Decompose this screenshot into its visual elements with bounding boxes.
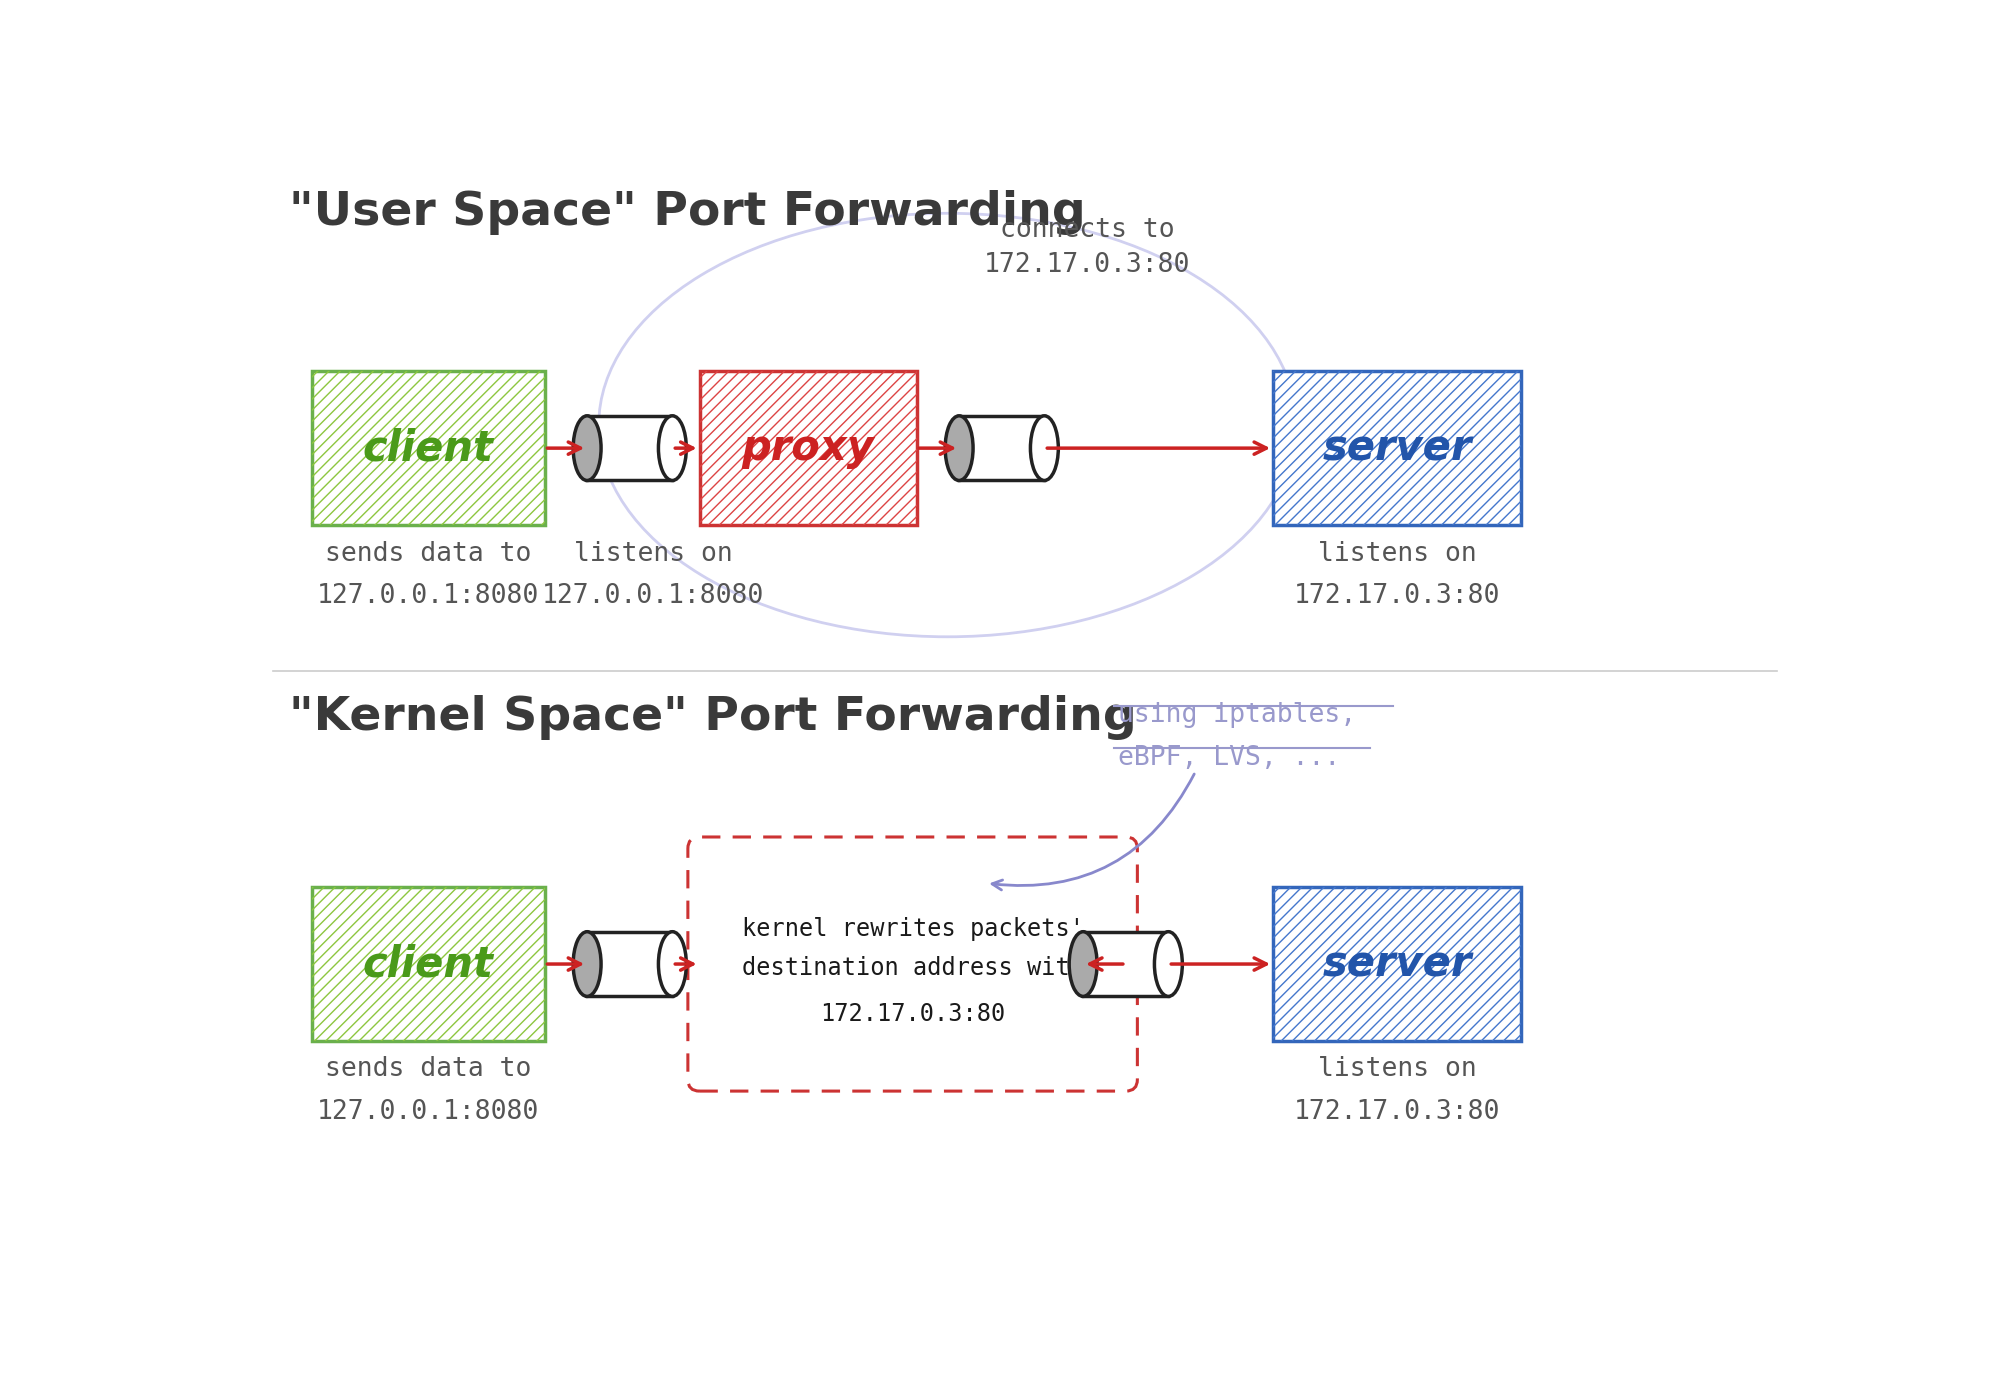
Polygon shape (588, 931, 672, 997)
Text: "Kernel Space" Port Forwarding: "Kernel Space" Port Forwarding (288, 694, 1136, 740)
Ellipse shape (1030, 416, 1058, 481)
Polygon shape (1084, 931, 1168, 997)
Text: eBPF, LVS, ...: eBPF, LVS, ... (1118, 744, 1340, 771)
Text: connects to: connects to (1000, 218, 1174, 243)
Text: listens on: listens on (1318, 1056, 1476, 1082)
FancyBboxPatch shape (1274, 887, 1522, 1041)
Text: 172.17.0.3:80: 172.17.0.3:80 (820, 1002, 1006, 1026)
Text: proxy: proxy (742, 427, 874, 468)
Ellipse shape (574, 931, 602, 997)
Text: 172.17.0.3:80: 172.17.0.3:80 (984, 252, 1190, 277)
Ellipse shape (574, 416, 602, 481)
FancyBboxPatch shape (700, 371, 916, 525)
Ellipse shape (946, 416, 974, 481)
Text: server: server (1322, 942, 1472, 985)
Text: server: server (1322, 427, 1472, 468)
FancyBboxPatch shape (312, 371, 544, 525)
Ellipse shape (658, 416, 686, 481)
Text: listens on: listens on (574, 541, 732, 567)
FancyBboxPatch shape (688, 837, 1138, 1091)
FancyBboxPatch shape (1274, 371, 1522, 525)
Text: sends data to: sends data to (326, 541, 532, 567)
Text: client: client (362, 942, 494, 985)
Text: using iptables,: using iptables, (1118, 703, 1356, 728)
Polygon shape (960, 416, 1044, 481)
Text: 127.0.0.1:8080: 127.0.0.1:8080 (542, 584, 764, 608)
Text: 127.0.0.1:8080: 127.0.0.1:8080 (318, 1099, 540, 1125)
Ellipse shape (1154, 931, 1182, 997)
Text: 127.0.0.1:8080: 127.0.0.1:8080 (318, 584, 540, 608)
Text: "User Space" Port Forwarding: "User Space" Port Forwarding (288, 190, 1086, 236)
FancyBboxPatch shape (312, 887, 544, 1041)
Text: destination address with: destination address with (742, 956, 1084, 980)
Text: sends data to: sends data to (326, 1056, 532, 1082)
Text: kernel rewrites packets': kernel rewrites packets' (742, 918, 1084, 941)
Text: 172.17.0.3:80: 172.17.0.3:80 (1294, 1099, 1500, 1125)
Text: listens on: listens on (1318, 541, 1476, 567)
Ellipse shape (1070, 931, 1098, 997)
Ellipse shape (658, 931, 686, 997)
Text: 172.17.0.3:80: 172.17.0.3:80 (1294, 584, 1500, 608)
Polygon shape (588, 416, 672, 481)
Text: client: client (362, 427, 494, 468)
